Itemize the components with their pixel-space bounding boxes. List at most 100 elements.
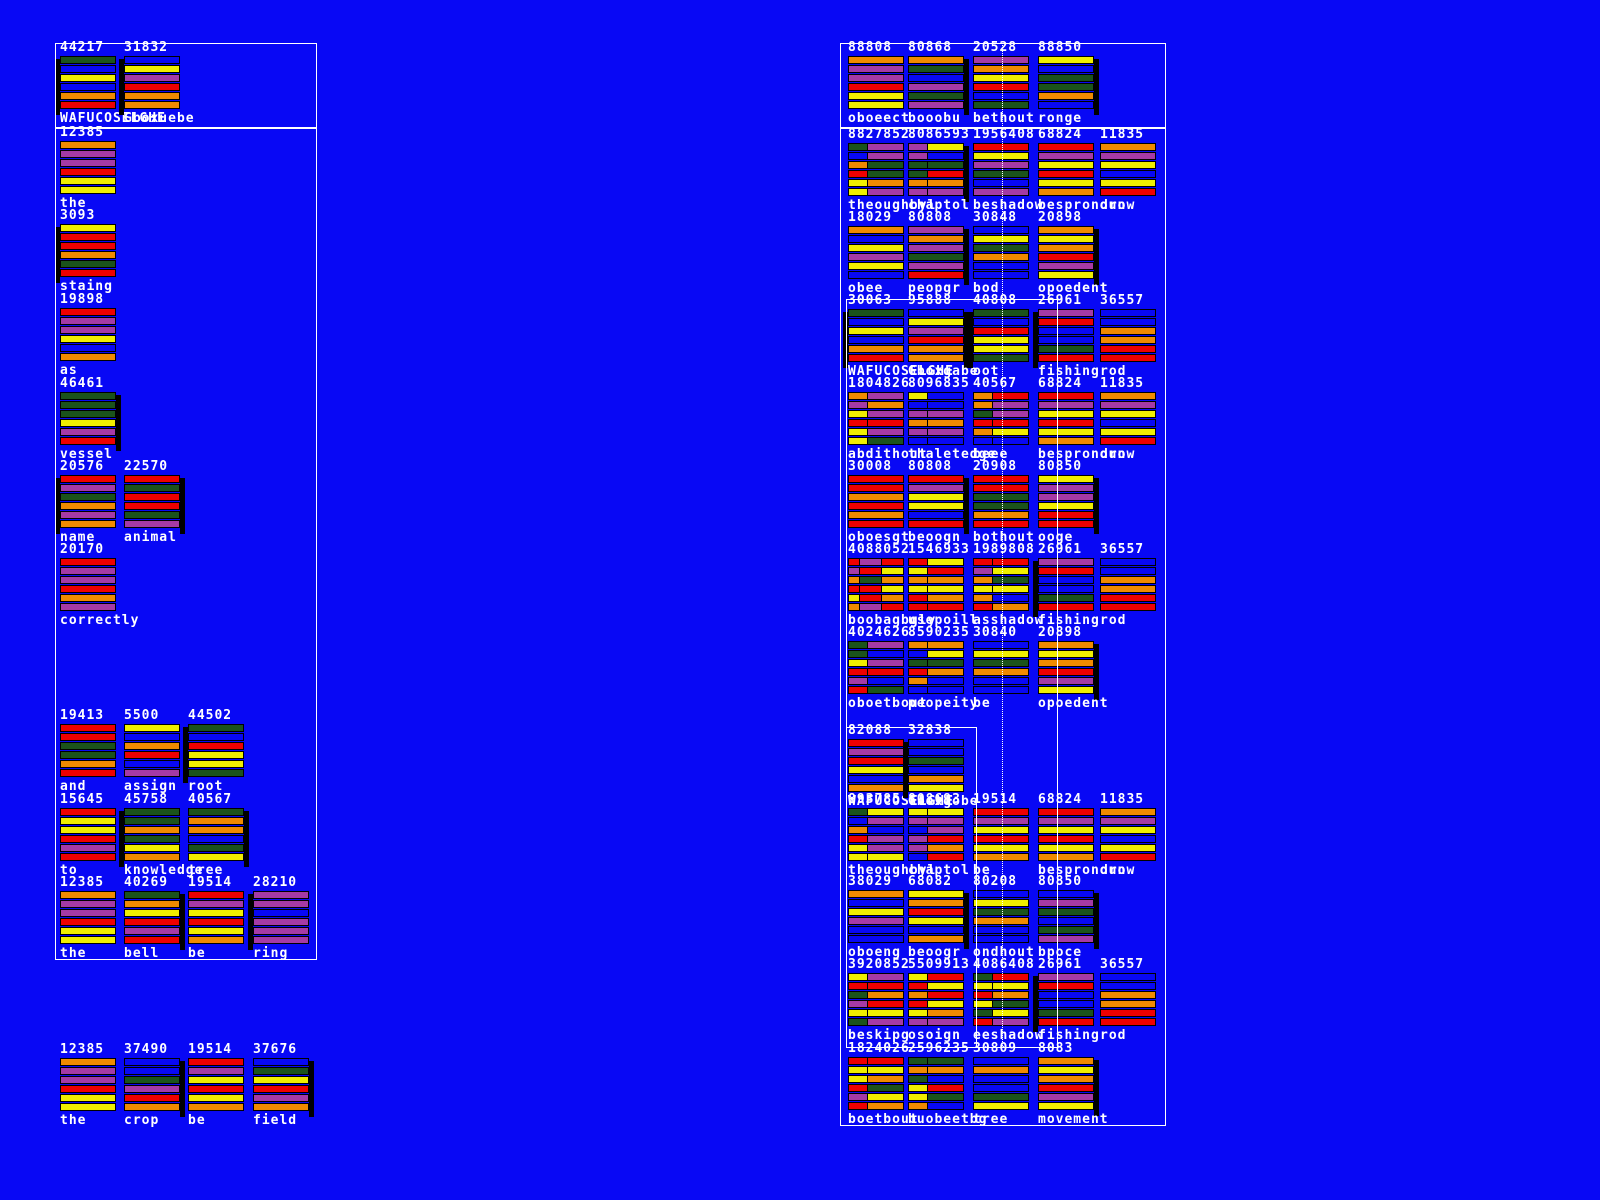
word-block[interactable]: 20528 bethout: [973, 41, 1034, 126]
block-label: rod: [1100, 364, 1127, 379]
word-block[interactable]: 40269 bell: [124, 876, 185, 961]
word-block[interactable]: 30840 be: [973, 626, 1029, 711]
word-block[interactable]: 893785 theoughbyl: [848, 793, 935, 878]
stripe-stack: [253, 891, 309, 945]
word-block[interactable]: 36557 rod: [1100, 294, 1156, 379]
word-block[interactable]: 30809 tree: [973, 1042, 1029, 1127]
word-block[interactable]: 46461 vessel: [60, 377, 121, 462]
word-block[interactable]: 44217 WAFUCOSELGHE: [55, 41, 165, 126]
word-block[interactable]: 20908 bothout: [973, 460, 1034, 545]
stripe-segment: [1101, 328, 1155, 334]
word-block[interactable]: 8096835 thaletedge: [908, 377, 995, 462]
word-block[interactable]: 20898 opoedent: [1038, 211, 1108, 296]
word-block[interactable]: 5500 assign: [124, 709, 180, 794]
word-block[interactable]: 88850 ronge: [1038, 41, 1099, 126]
word-block[interactable]: 95888 Gboxgabe: [908, 294, 978, 379]
word-block[interactable]: 12385 the: [60, 1043, 116, 1128]
word-block[interactable]: 3920852 beskipg: [848, 958, 909, 1043]
word-block[interactable]: 26961 fishing: [1033, 294, 1099, 379]
word-block[interactable]: 4088052 boobagbgly: [848, 543, 935, 628]
word-block[interactable]: 11835 drow: [1100, 128, 1156, 213]
word-block[interactable]: 36557 rod: [1100, 958, 1156, 1043]
stripe-segment: [1039, 494, 1093, 500]
word-block[interactable]: 30063 WAFUCOSELGHE: [843, 294, 953, 379]
stripe: [973, 74, 1029, 82]
word-block[interactable]: 19514 be: [188, 876, 244, 961]
word-block[interactable]: 37676 field: [253, 1043, 314, 1128]
word-block[interactable]: 68824 bespronoun: [1038, 128, 1125, 213]
word-block[interactable]: 80208 ondhout: [973, 875, 1034, 960]
word-block[interactable]: 1956408 beshadow: [973, 128, 1043, 213]
stripe-segment: [849, 936, 903, 942]
word-block[interactable]: 8083 movement: [1038, 1042, 1108, 1127]
word-block[interactable]: 45758 knowledge: [119, 793, 202, 878]
word-block[interactable]: 1546933 usepoill: [908, 543, 978, 628]
word-block[interactable]: 12385 the: [60, 876, 116, 961]
word-block[interactable]: 19514 be: [188, 1043, 244, 1128]
stripe-segment: [849, 153, 867, 159]
stripe: [973, 982, 1029, 990]
word-block[interactable]: 1989808 asshadow: [973, 543, 1043, 628]
word-block[interactable]: 19898 as: [60, 293, 116, 378]
word-block[interactable]: 20576 name: [55, 460, 116, 545]
word-block[interactable]: 38029 oboeng: [848, 875, 904, 960]
stripe-stack: [1038, 56, 1094, 110]
word-block[interactable]: 19413 and: [60, 709, 116, 794]
word-block[interactable]: 26961 fishing: [1033, 543, 1099, 628]
word-block[interactable]: 12385 the: [60, 126, 116, 211]
word-block[interactable]: 11835 drow: [1100, 377, 1156, 462]
word-block[interactable]: 68824 bespronoun: [1038, 793, 1125, 878]
stripe: [848, 973, 904, 981]
word-block[interactable]: 80808 beoogn: [908, 460, 969, 545]
stripe-segment: [909, 809, 927, 815]
word-block[interactable]: 36557 rod: [1100, 543, 1156, 628]
word-block[interactable]: 68082 beoogr: [908, 875, 969, 960]
word-block[interactable]: 28210 ring: [248, 876, 309, 961]
block-label: oboeng: [848, 945, 901, 960]
stripe-segment: [974, 162, 1028, 168]
word-block[interactable]: 1824026 boetbout: [848, 1042, 918, 1127]
word-block[interactable]: 26961 fishing: [1033, 958, 1099, 1043]
stripe: [1038, 92, 1094, 100]
stripe-segment: [189, 809, 243, 815]
word-block[interactable]: 40567 beee: [973, 377, 1029, 462]
word-block[interactable]: 40808 oot: [968, 294, 1029, 379]
word-block[interactable]: 18029 obee: [848, 211, 904, 296]
word-block[interactable]: 37490 crop: [124, 1043, 185, 1128]
word-block[interactable]: 80850 ooge: [1038, 460, 1099, 545]
word-block[interactable]: 8590235 peopeity: [908, 626, 978, 711]
word-block[interactable]: 15645 to: [60, 793, 116, 878]
stripe: [1038, 1102, 1094, 1110]
word-block[interactable]: 80868 booobu: [908, 41, 969, 126]
stripe: [1038, 493, 1094, 501]
word-block[interactable]: 82088 WAFUCOSELGHE: [848, 724, 953, 809]
stripe-segment: [1101, 319, 1155, 325]
word-block[interactable]: 88808 oboeect: [848, 41, 909, 126]
stripe-segment: [1039, 595, 1093, 601]
word-block[interactable]: 30848 bod: [973, 211, 1029, 296]
word-block[interactable]: 8086593 chaptol: [908, 128, 969, 213]
word-block[interactable]: 80850 bpoce: [1038, 875, 1099, 960]
word-block[interactable]: 31832 Gboxuebe: [119, 41, 194, 126]
word-block[interactable]: 4086408 eeshadow: [973, 958, 1043, 1043]
word-block[interactable]: 808693 chaptol: [908, 793, 969, 878]
word-block[interactable]: 11835 drow: [1100, 793, 1156, 878]
word-block[interactable]: 40567 tree: [188, 793, 249, 878]
word-block[interactable]: 8827852 theoughbyl: [848, 128, 935, 213]
word-block[interactable]: 4024626 oboetbout: [848, 626, 926, 711]
word-block[interactable]: 68824 bespronoun: [1038, 377, 1125, 462]
stripe-segment: [1039, 909, 1093, 915]
word-block[interactable]: 19514 be: [973, 793, 1029, 878]
stripe-segment: [1039, 102, 1093, 108]
word-block[interactable]: 3093 staing: [55, 209, 116, 294]
word-block[interactable]: 1804826 abdithout: [848, 377, 926, 462]
word-block[interactable]: 20170 correctly: [60, 543, 138, 628]
word-block[interactable]: 44502 root: [183, 709, 244, 794]
word-block[interactable]: 20898 opoedent: [1038, 626, 1108, 711]
word-block[interactable]: 5509913 osoign: [908, 958, 969, 1043]
word-block[interactable]: 2596235 buobeetbg: [908, 1042, 986, 1127]
word-block[interactable]: 80808 peopgr: [908, 211, 969, 296]
stripe-segment: [866, 1094, 903, 1100]
word-block[interactable]: 22570 animal: [124, 460, 185, 545]
word-block[interactable]: 30008 oboesgt: [848, 460, 909, 545]
